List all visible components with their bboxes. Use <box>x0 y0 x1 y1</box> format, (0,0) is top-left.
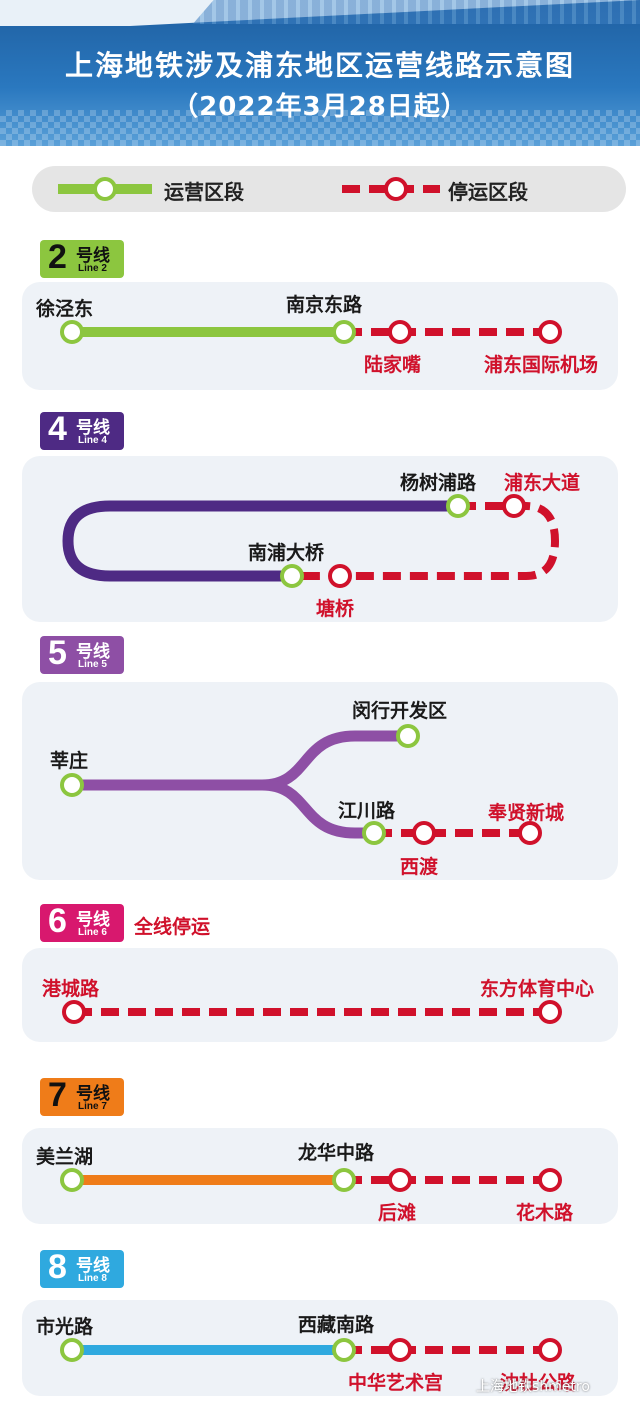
station-shiguanglu <box>62 1340 82 1360</box>
line8-route <box>62 1340 560 1360</box>
line5-route <box>62 726 540 843</box>
label-xujingdong: 徐泾东 <box>36 294 93 321</box>
station-china-art-museum <box>390 1340 410 1360</box>
label-houtan: 后滩 <box>378 1198 416 1225</box>
label-xizangnanlu: 西藏南路 <box>298 1310 374 1337</box>
legend-suspended-glyph <box>342 179 440 199</box>
line7-route <box>62 1170 560 1190</box>
station-xinzhuang <box>62 775 82 795</box>
label-shiguanglu: 市光路 <box>36 1312 93 1339</box>
station-houtan <box>390 1170 410 1190</box>
station-nanpudaqiao <box>282 566 302 586</box>
station-longhuazhonglu <box>334 1170 354 1190</box>
station-xidu <box>414 823 434 843</box>
station-meilanhu <box>62 1170 82 1190</box>
station-lujiazui <box>390 322 410 342</box>
label-tangqiao: 塘桥 <box>316 594 354 621</box>
station-jiangchuanlu <box>364 823 384 843</box>
watermark: 上海地铁shmetro <box>476 1376 590 1396</box>
line6-route <box>64 1002 560 1022</box>
label-xidu: 西渡 <box>400 852 438 879</box>
label-longhuazhonglu: 龙华中路 <box>298 1138 374 1165</box>
label-nanjingdonglu: 南京东路 <box>286 290 362 317</box>
label-china-art-museum: 中华艺术宫 <box>348 1368 443 1395</box>
station-fengxian-xincheng <box>520 823 540 843</box>
station-gangchenglu <box>64 1002 84 1022</box>
station-dongfang-sports-center <box>540 1002 560 1022</box>
station-xujingdong <box>62 322 82 342</box>
station-pudong-airport <box>540 322 560 342</box>
station-yangshupulu <box>448 496 468 516</box>
legend-operating-glyph <box>58 179 152 199</box>
station-shendugonglu <box>540 1340 560 1360</box>
station-xizangnanlu <box>334 1340 354 1360</box>
line2-route <box>62 322 560 342</box>
label-huamulu: 花木路 <box>516 1198 573 1225</box>
station-huamulu <box>540 1170 560 1190</box>
station-minhang-dev-zone <box>398 726 418 746</box>
label-xinzhuang: 莘庄 <box>50 746 88 773</box>
label-pudongdadao: 浦东大道 <box>504 468 580 495</box>
station-tangqiao <box>330 566 350 586</box>
label-meilanhu: 美兰湖 <box>36 1142 93 1169</box>
label-lujiazui: 陆家嘴 <box>364 350 421 377</box>
label-pudong-airport: 浦东国际机场 <box>484 350 598 377</box>
label-dongfang-sports-center: 东方体育中心 <box>480 974 594 1001</box>
label-minhang-dev-zone: 闵行开发区 <box>352 696 447 723</box>
station-nanjingdonglu <box>334 322 354 342</box>
station-pudongdadao <box>504 496 524 516</box>
label-nanpudaqiao: 南浦大桥 <box>248 538 324 565</box>
label-gangchenglu: 港城路 <box>42 974 99 1001</box>
label-fengxian-xincheng: 奉贤新城 <box>488 798 564 825</box>
label-jiangchuanlu: 江川路 <box>338 796 395 823</box>
label-yangshupulu: 杨树浦路 <box>400 468 476 495</box>
